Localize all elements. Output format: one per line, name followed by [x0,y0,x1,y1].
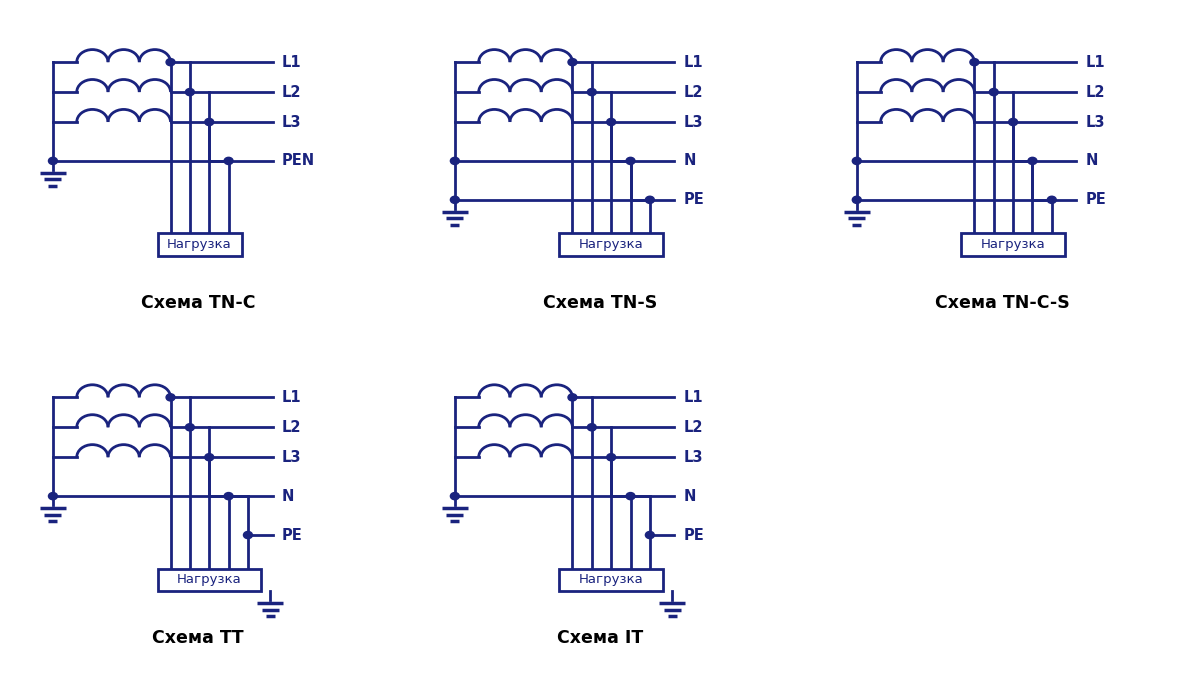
Circle shape [450,196,460,203]
Circle shape [224,493,233,500]
Circle shape [587,88,596,96]
Circle shape [244,531,252,539]
Text: Схема TN-C-S: Схема TN-C-S [935,294,1069,312]
Text: L3: L3 [1086,115,1105,130]
Circle shape [166,59,175,65]
Text: L2: L2 [684,84,703,100]
Circle shape [568,59,577,65]
Circle shape [587,424,596,431]
Circle shape [970,59,979,65]
Text: Схема IT: Схема IT [557,629,643,647]
Text: L3: L3 [684,115,703,130]
Circle shape [568,394,577,401]
Circle shape [186,88,194,96]
Text: Нагрузка: Нагрузка [578,574,643,587]
Text: L2: L2 [1086,84,1105,100]
Circle shape [852,196,862,203]
Text: L3: L3 [282,450,301,464]
Circle shape [166,394,175,401]
Text: L1: L1 [282,55,301,70]
Text: L3: L3 [282,115,301,130]
Text: L1: L1 [282,390,301,405]
Circle shape [48,157,58,165]
Text: Схема ТТ: Схема ТТ [152,629,244,647]
Text: L2: L2 [282,84,301,100]
Text: L1: L1 [684,390,703,405]
Text: L1: L1 [684,55,703,70]
Circle shape [626,493,635,500]
Text: PEN: PEN [282,153,314,169]
Text: Схема TN-C: Схема TN-C [140,294,256,312]
Text: Схема TN-S: Схема TN-S [542,294,658,312]
Text: Нагрузка: Нагрузка [176,574,241,587]
Circle shape [1009,118,1018,126]
Text: Нагрузка: Нагрузка [578,238,643,251]
FancyBboxPatch shape [559,234,662,256]
Text: PE: PE [282,528,302,543]
Circle shape [450,493,460,500]
Text: PE: PE [684,192,704,207]
Text: L2: L2 [684,420,703,435]
Circle shape [224,157,233,165]
Circle shape [450,157,460,165]
Text: L3: L3 [684,450,703,464]
Circle shape [205,454,214,461]
Circle shape [626,157,635,165]
Text: PE: PE [684,528,704,543]
Circle shape [1048,196,1056,203]
Circle shape [607,118,616,126]
Text: L1: L1 [1086,55,1105,70]
Text: N: N [684,489,696,504]
FancyBboxPatch shape [559,569,662,591]
Circle shape [607,454,616,461]
Circle shape [989,88,998,96]
FancyBboxPatch shape [157,234,241,256]
Text: N: N [282,489,294,504]
Circle shape [646,531,654,539]
Text: Нагрузка: Нагрузка [167,238,232,251]
Text: N: N [684,153,696,169]
Circle shape [48,493,58,500]
Circle shape [1028,157,1037,165]
Text: N: N [1086,153,1098,169]
Text: L2: L2 [282,420,301,435]
Circle shape [852,157,862,165]
FancyBboxPatch shape [157,569,260,591]
Text: Нагрузка: Нагрузка [980,238,1045,251]
Circle shape [646,196,654,203]
FancyBboxPatch shape [961,234,1064,256]
Circle shape [205,118,214,126]
Circle shape [186,424,194,431]
Text: PE: PE [1086,192,1106,207]
